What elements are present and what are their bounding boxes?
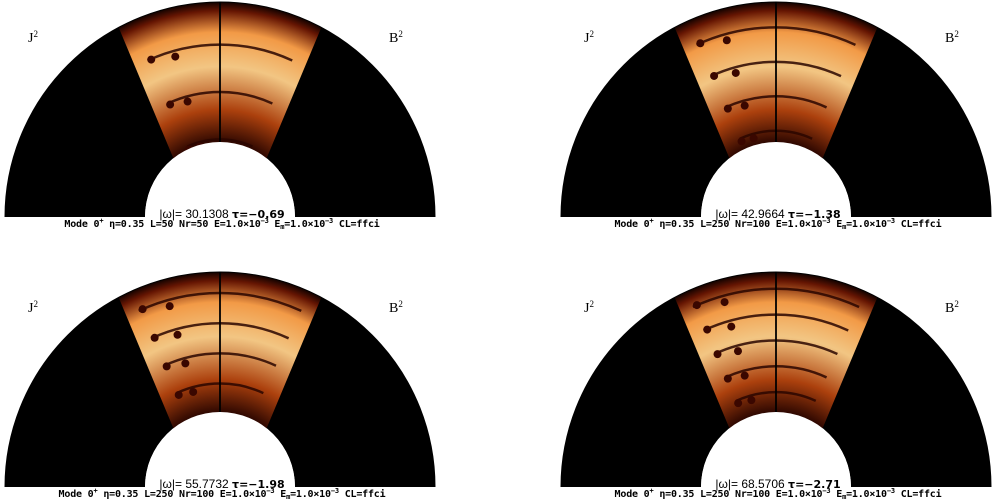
current-node-dot	[692, 301, 701, 310]
half-annulus-heatmap	[4, 271, 436, 488]
current-node-dot	[138, 305, 147, 314]
current-node-dot	[713, 350, 722, 359]
inner-core	[701, 142, 851, 217]
current-node-dot	[696, 39, 705, 48]
current-node-dot	[173, 330, 182, 339]
current-node-dot	[171, 52, 180, 61]
meridional-plot-panel: J2 B2 |ω|= 30.1308 τ=−0.69 Mode 0+ η=0.35 L…	[2, 0, 442, 232]
current-node-dot	[731, 68, 740, 77]
right-field-label: B2	[389, 29, 403, 46]
frequency-caption: |ω|= 42.9664 τ=−1.38	[715, 207, 841, 221]
current-node-dot	[723, 104, 732, 113]
outer-boundary	[560, 1, 992, 218]
current-node-dot	[722, 36, 731, 45]
half-annulus-heatmap	[560, 1, 992, 218]
current-node-dot	[183, 97, 192, 106]
frequency-caption: |ω|= 30.1308 τ=−0.69	[159, 207, 285, 221]
right-field-label: B2	[945, 299, 959, 316]
left-field-label: J2	[28, 299, 38, 316]
current-node-dot	[740, 101, 749, 110]
current-node-dot	[720, 298, 729, 307]
outer-boundary	[4, 271, 436, 488]
current-node-dot	[181, 359, 190, 368]
current-node-dot	[710, 71, 719, 80]
current-node-dot	[734, 399, 743, 408]
current-node-dot	[737, 137, 746, 146]
outer-boundary	[560, 271, 992, 488]
parameters-caption: Mode 0+ η=0.35 L=250 Nr=100 E=1.0×10−3 E…	[614, 217, 942, 231]
meridional-plot-panel: J2 B2 |ω|= 42.9664 τ=−1.38 Mode 0+ η=0.35 L…	[558, 0, 996, 232]
inner-core	[145, 142, 295, 217]
current-node-dot	[162, 362, 171, 371]
meridional-plot-panel: J2 B2 |ω|= 68.5706 τ=−2.71 Mode 0+ η=0.35 L…	[558, 270, 996, 502]
current-node-dot	[150, 333, 159, 342]
current-node-dot	[189, 387, 198, 396]
frequency-caption: |ω|= 68.5706 τ=−2.71	[715, 477, 841, 491]
inner-core	[701, 412, 851, 487]
current-node-dot	[747, 396, 756, 405]
current-node-dot	[166, 100, 175, 109]
half-annulus-heatmap	[560, 271, 992, 488]
half-annulus-heatmap	[4, 1, 436, 218]
parameters-caption: Mode 0+ η=0.35 L=250 Nr=100 E=1.0×10−3 E…	[58, 487, 386, 501]
current-node-dot	[733, 347, 742, 356]
current-node-dot	[749, 134, 758, 143]
current-node-dot	[703, 325, 712, 334]
outer-boundary	[4, 1, 436, 218]
current-node-dot	[165, 302, 174, 311]
right-field-label: B2	[945, 29, 959, 46]
meridional-plot-panel: J2 B2 |ω|= 55.7732 τ=−1.98 Mode 0+ η=0.35 L…	[2, 270, 442, 502]
parameters-caption: Mode 0+ η=0.35 L=250 Nr=100 E=1.0×10−3 E…	[614, 487, 942, 501]
right-field-label: B2	[389, 299, 403, 316]
left-field-label: J2	[584, 299, 594, 316]
current-node-dot	[174, 390, 183, 399]
current-node-dot	[740, 371, 749, 380]
left-field-label: J2	[584, 29, 594, 46]
left-field-label: J2	[28, 29, 38, 46]
parameters-caption: Mode 0+ η=0.35 L=50 Nr=50 E=1.0×10−3 Em=…	[64, 217, 380, 231]
current-node-dot	[723, 374, 732, 383]
current-node-dot	[147, 55, 156, 64]
frequency-caption: |ω|= 55.7732 τ=−1.98	[159, 477, 285, 491]
current-node-dot	[727, 322, 736, 331]
inner-core	[145, 412, 295, 487]
